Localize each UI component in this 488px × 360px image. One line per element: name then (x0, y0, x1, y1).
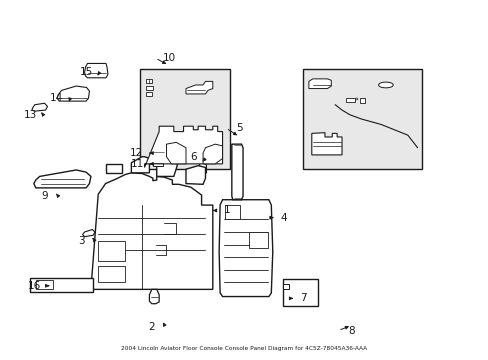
Polygon shape (146, 92, 152, 96)
Bar (359, 98, 365, 103)
Text: 15: 15 (79, 67, 92, 77)
Text: 14: 14 (50, 93, 63, 103)
Polygon shape (82, 229, 95, 237)
Polygon shape (185, 81, 212, 94)
Ellipse shape (355, 98, 357, 100)
Polygon shape (231, 144, 243, 200)
Polygon shape (84, 63, 108, 78)
Text: 3: 3 (78, 236, 84, 246)
Bar (36, 280, 53, 289)
Polygon shape (185, 166, 205, 184)
Polygon shape (91, 173, 212, 289)
Text: 7: 7 (299, 293, 305, 303)
Polygon shape (219, 200, 272, 297)
Text: 5: 5 (236, 123, 243, 133)
Polygon shape (224, 205, 239, 220)
Polygon shape (57, 86, 89, 101)
Bar (345, 98, 354, 102)
Polygon shape (98, 241, 125, 261)
Polygon shape (203, 144, 222, 164)
Text: 1: 1 (224, 206, 230, 216)
Polygon shape (308, 79, 330, 89)
Text: 2004 Lincoln Aviator Floor Console Console Panel Diagram for 4C5Z-78045A36-AAA: 2004 Lincoln Aviator Floor Console Conso… (121, 346, 367, 351)
Text: 11: 11 (130, 159, 143, 169)
Text: 6: 6 (190, 152, 196, 162)
Text: 9: 9 (41, 191, 48, 201)
Polygon shape (98, 266, 125, 282)
Polygon shape (34, 170, 91, 188)
Polygon shape (311, 133, 341, 155)
Polygon shape (282, 284, 289, 289)
Polygon shape (146, 79, 152, 83)
Bar (282, 279, 317, 306)
Bar (30, 278, 93, 292)
Polygon shape (166, 142, 185, 164)
Bar (153, 161, 162, 166)
Bar (153, 149, 163, 155)
Text: 2: 2 (148, 322, 155, 332)
Text: 12: 12 (129, 148, 142, 158)
Polygon shape (249, 232, 267, 248)
Polygon shape (199, 163, 206, 175)
Ellipse shape (378, 82, 392, 88)
Text: 10: 10 (162, 53, 175, 63)
Polygon shape (131, 157, 149, 173)
Polygon shape (157, 158, 177, 176)
Polygon shape (149, 289, 159, 304)
Text: 8: 8 (348, 325, 354, 336)
Bar (140, 69, 229, 169)
Polygon shape (146, 86, 153, 90)
Text: 13: 13 (23, 111, 37, 121)
Text: 16: 16 (28, 281, 41, 291)
Polygon shape (32, 103, 47, 111)
Bar (303, 69, 422, 169)
Text: 4: 4 (280, 213, 286, 222)
Polygon shape (105, 164, 122, 173)
Polygon shape (144, 126, 222, 167)
